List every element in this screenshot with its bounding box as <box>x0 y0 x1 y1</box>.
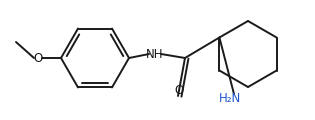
Text: NH: NH <box>146 48 164 60</box>
Text: O: O <box>33 51 43 65</box>
Text: O: O <box>175 84 184 96</box>
Text: H₂N: H₂N <box>219 91 241 105</box>
